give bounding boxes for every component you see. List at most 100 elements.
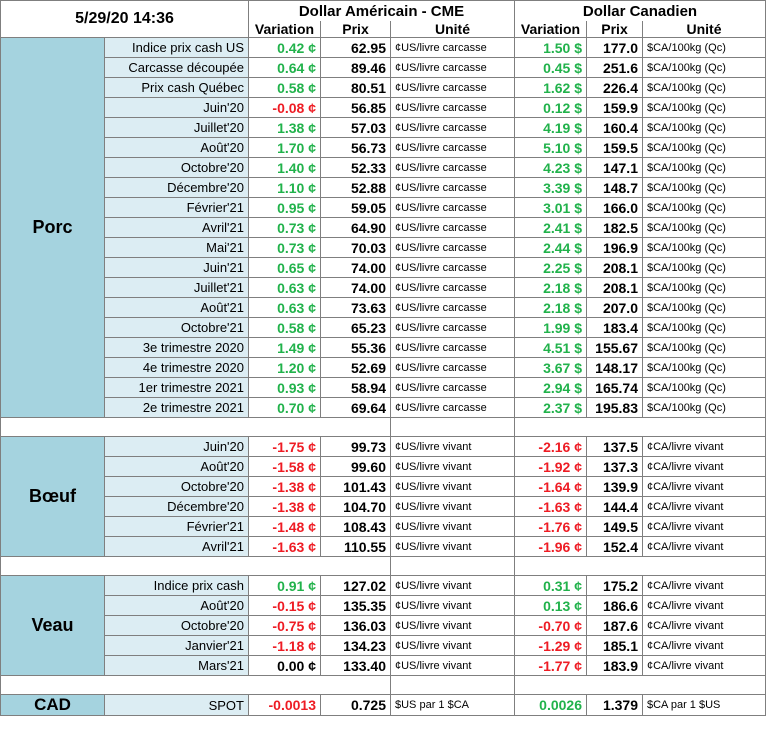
us-variation: -0.0013 xyxy=(248,694,321,716)
ca-unit: $CA/100kg (Qc) xyxy=(641,237,767,258)
ca-variation: 0.0026 xyxy=(514,694,587,716)
us-unit: ¢US/livre carcasse xyxy=(390,217,515,238)
us-price: 59.05 xyxy=(320,197,391,218)
table-row: 2e trimestre 2021 0.70 ¢ 69.64 ¢US/livre ca… xyxy=(1,397,767,418)
ca-variation: -1.76 ¢ xyxy=(514,516,587,537)
us-unit: ¢US/livre vivant xyxy=(390,575,515,596)
us-unit: ¢US/livre carcasse xyxy=(390,197,515,218)
ca-price: 155.67 xyxy=(586,337,643,358)
ca-price: 207.0 xyxy=(586,297,643,318)
us-price: 108.43 xyxy=(320,516,391,537)
ca-unite-header: Unité xyxy=(641,21,767,38)
ca-unit: ¢CA/livre vivant xyxy=(641,496,767,517)
us-variation: 1.38 ¢ xyxy=(248,117,321,138)
section-label: Veau xyxy=(0,575,105,676)
ca-variation: 2.18 $ xyxy=(514,297,587,318)
ca-variation: 0.45 $ xyxy=(514,57,587,78)
table-row: Août'20 -0.15 ¢ 135.35 ¢US/livre vivant 0.13… xyxy=(1,595,767,616)
row-label: Juillet'20 xyxy=(104,117,249,138)
table-row: Porc Indice prix cash US 0.42 ¢ 62.95 ¢US/li… xyxy=(0,37,767,418)
table-row: Octobre'20 -0.75 ¢ 136.03 ¢US/livre vivant -… xyxy=(1,615,767,636)
spacer-cell xyxy=(513,556,767,576)
us-variation: -1.38 ¢ xyxy=(248,496,321,517)
ca-variation: 2.18 $ xyxy=(514,277,587,298)
us-variation: -1.63 ¢ xyxy=(248,536,321,557)
row-label: 3e trimestre 2020 xyxy=(104,337,249,358)
ca-price: 166.0 xyxy=(586,197,643,218)
row-label: Avril'21 xyxy=(104,217,249,238)
table-row: CAD SPOT -0.0013 0.725 $US par 1 $CA 0.0026 1.… xyxy=(0,694,767,716)
us-variation: 1.49 ¢ xyxy=(248,337,321,358)
ca-price: 148.7 xyxy=(586,177,643,198)
us-price: 101.43 xyxy=(320,476,391,497)
us-unit: ¢US/livre vivant xyxy=(390,655,515,676)
ca-unit: $CA/100kg (Qc) xyxy=(641,117,767,138)
spacer-cell xyxy=(513,417,767,437)
table-row: Août'21 0.63 ¢ 73.63 ¢US/livre carcasse 2.18… xyxy=(1,297,767,318)
ca-price: 137.3 xyxy=(586,456,643,477)
row-label: Février'21 xyxy=(104,516,249,537)
ca-variation: 1.99 $ xyxy=(514,317,587,338)
ca-variation: 2.25 $ xyxy=(514,257,587,278)
table-row: Octobre'20 1.40 ¢ 52.33 ¢US/livre carcasse 4… xyxy=(1,157,767,178)
us-variation: -1.48 ¢ xyxy=(248,516,321,537)
spacer-cell xyxy=(0,675,391,695)
table-row: Carcasse découpée 0.64 ¢ 89.46 ¢US/livre ca… xyxy=(1,57,767,78)
us-unit: ¢US/livre carcasse xyxy=(390,77,515,98)
ca-variation: -1.29 ¢ xyxy=(514,635,587,656)
row-label: Octobre'21 xyxy=(104,317,249,338)
section-label: Bœuf xyxy=(0,436,105,557)
ca-unit: ¢CA/livre vivant xyxy=(641,456,767,477)
row-label: Juillet'21 xyxy=(104,277,249,298)
ca-unit: $CA/100kg (Qc) xyxy=(641,217,767,238)
ca-price: 187.6 xyxy=(586,615,643,636)
ca-unit: ¢CA/livre vivant xyxy=(641,615,767,636)
ca-price: 183.4 xyxy=(586,317,643,338)
us-unit: ¢US/livre carcasse xyxy=(390,297,515,318)
ca-variation: 2.94 $ xyxy=(514,377,587,398)
row-label: Mars'21 xyxy=(104,655,249,676)
table-row: Février'21 -1.48 ¢ 108.43 ¢US/livre vivant -… xyxy=(1,516,767,537)
ca-price: 137.5 xyxy=(586,436,643,457)
table-row: Janvier'21 -1.18 ¢ 134.23 ¢US/livre vivant -… xyxy=(1,635,767,656)
ca-unit: ¢CA/livre vivant xyxy=(641,536,767,557)
row-label: Octobre'20 xyxy=(104,157,249,178)
table-row: Juin'21 0.65 ¢ 74.00 ¢US/livre carcasse 2.25… xyxy=(1,257,767,278)
ca-unit: $CA/100kg (Qc) xyxy=(641,77,767,98)
ca-unit: ¢CA/livre vivant xyxy=(641,436,767,457)
us-variation: 0.63 ¢ xyxy=(248,277,321,298)
us-price: 56.73 xyxy=(320,137,391,158)
ca-unit: $CA/100kg (Qc) xyxy=(641,377,767,398)
ca-variation-header: Variation xyxy=(514,21,587,38)
row-label: Indice prix cash US xyxy=(104,37,249,58)
ca-price: 186.6 xyxy=(586,595,643,616)
ca-group-header: Dollar Canadien xyxy=(513,0,767,21)
ca-variation: -1.77 ¢ xyxy=(514,655,587,676)
row-label: Janvier'21 xyxy=(104,635,249,656)
table-row: Juin'20 -0.08 ¢ 56.85 ¢US/livre carcasse 0.1… xyxy=(1,97,767,118)
spacer-cell xyxy=(390,417,515,437)
price-table: 5/29/20 14:36 Dollar Américain - CME Dol… xyxy=(0,0,767,716)
section-label: Porc xyxy=(0,37,105,418)
us-unit: ¢US/livre carcasse xyxy=(390,257,515,278)
ca-variation: 4.19 $ xyxy=(514,117,587,138)
us-variation: 0.58 ¢ xyxy=(248,77,321,98)
us-unit: ¢US/livre carcasse xyxy=(390,37,515,58)
us-variation: 0.73 ¢ xyxy=(248,217,321,238)
section-label: CAD xyxy=(0,694,105,716)
ca-price: 1.379 xyxy=(586,694,643,716)
row-label: Août'20 xyxy=(104,137,249,158)
ca-price: 147.1 xyxy=(586,157,643,178)
us-unit: ¢US/livre carcasse xyxy=(390,177,515,198)
us-unit: ¢US/livre carcasse xyxy=(390,377,515,398)
table-row: Août'20 -1.58 ¢ 99.60 ¢US/livre vivant -1.92… xyxy=(1,456,767,477)
ca-unit: $CA/100kg (Qc) xyxy=(641,197,767,218)
ca-unit: ¢CA/livre vivant xyxy=(641,476,767,497)
us-variation: 1.20 ¢ xyxy=(248,357,321,378)
us-price: 99.60 xyxy=(320,456,391,477)
ca-price: 160.4 xyxy=(586,117,643,138)
us-price: 52.33 xyxy=(320,157,391,178)
us-prix-header: Prix xyxy=(320,21,391,38)
us-unit: ¢US/livre vivant xyxy=(390,516,515,537)
ca-price: 159.9 xyxy=(586,97,643,118)
